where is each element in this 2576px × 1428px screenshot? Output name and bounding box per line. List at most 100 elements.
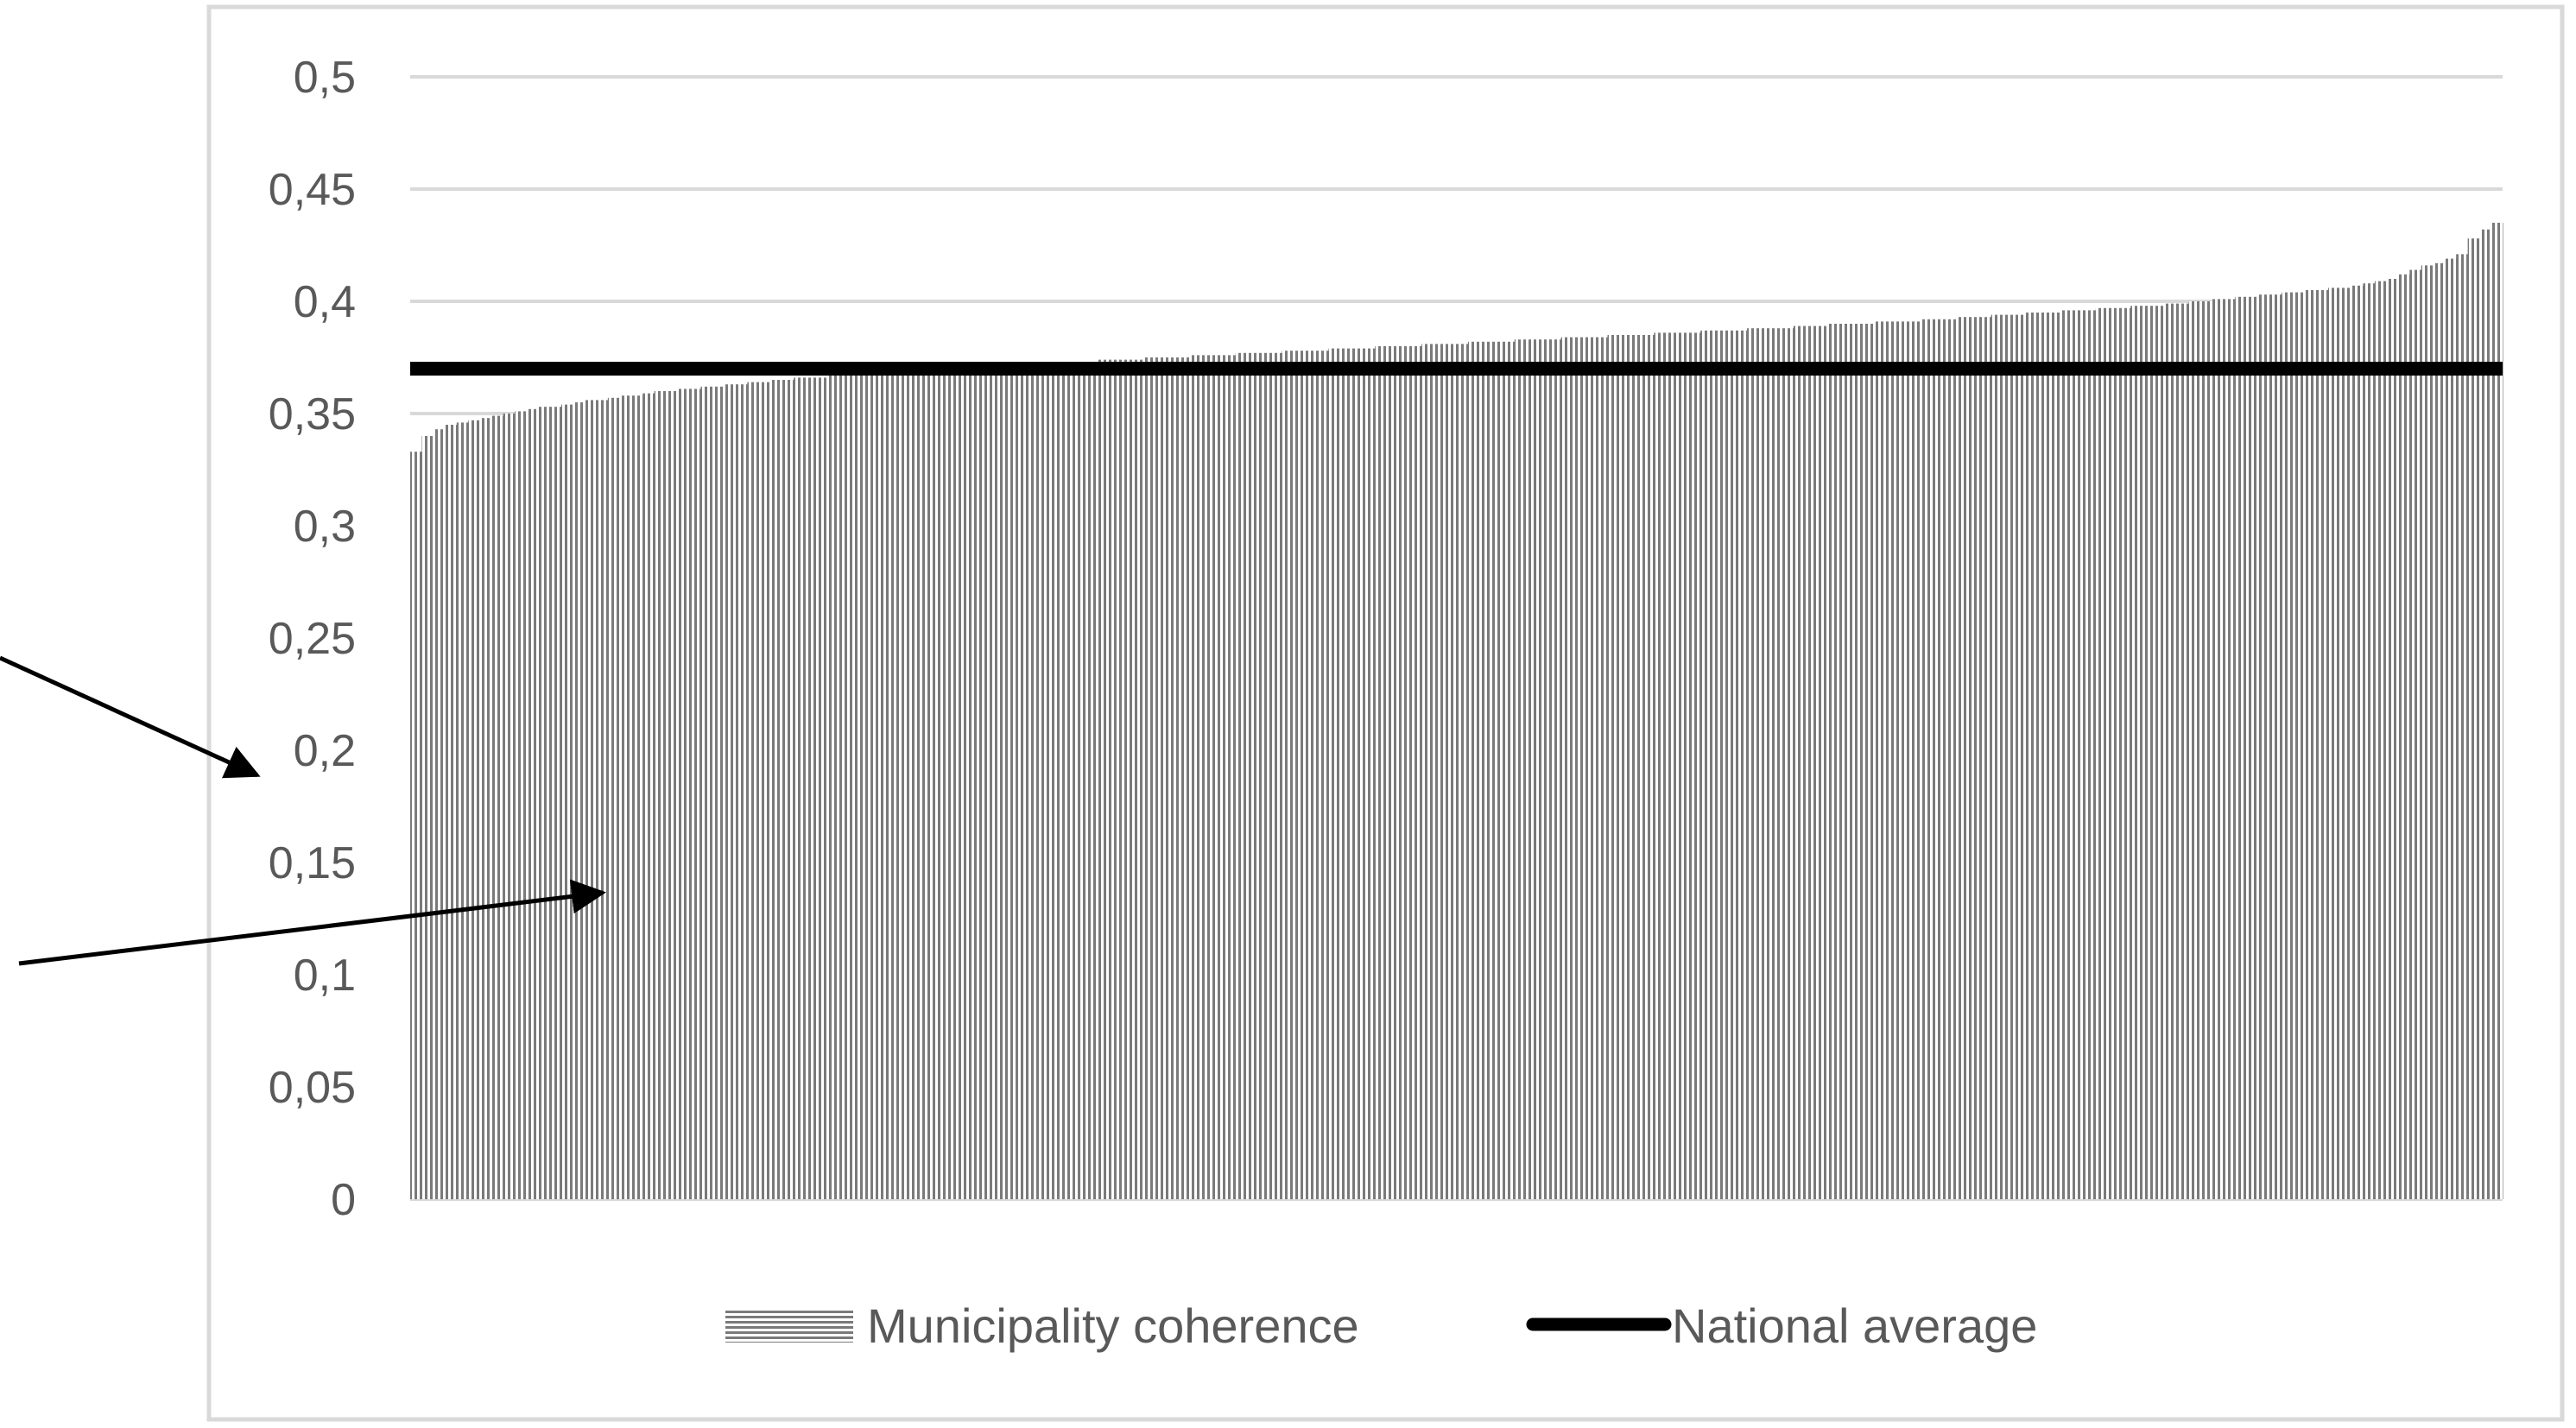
bar <box>1805 325 1818 1200</box>
bar <box>2026 313 2039 1199</box>
bar <box>560 404 574 1200</box>
bar <box>2118 307 2131 1199</box>
legend-label-municipality: Municipality coherence <box>867 1298 1359 1353</box>
bar <box>828 375 841 1199</box>
bar <box>1560 337 1573 1200</box>
bar <box>2107 307 2120 1199</box>
y-tick-label: 0,3 <box>294 502 356 552</box>
bar <box>2258 294 2271 1200</box>
bar <box>991 366 1004 1199</box>
bar <box>1607 335 1620 1199</box>
bar <box>1130 359 1143 1200</box>
bar <box>898 370 911 1200</box>
y-axis-tick-labels: 0 0,05 0,1 0,15 0,2 0,25 0,3 0,35 0,4 0,45 0,5 <box>269 53 356 1225</box>
bar <box>421 436 434 1199</box>
bar <box>607 397 620 1199</box>
bar <box>747 382 760 1200</box>
bar <box>1282 351 1294 1199</box>
bar <box>2177 303 2190 1200</box>
bar <box>2386 279 2399 1199</box>
bar <box>410 452 423 1199</box>
bar <box>2223 299 2236 1199</box>
bar <box>1537 339 1550 1199</box>
bar <box>433 429 446 1199</box>
bar <box>1375 346 1388 1199</box>
bar <box>921 370 934 1200</box>
bar <box>2374 281 2387 1200</box>
y-tick-label: 0,45 <box>269 165 356 215</box>
y-tick-label: 0,25 <box>269 614 356 664</box>
bar <box>619 395 632 1199</box>
bar <box>817 377 830 1199</box>
bar <box>1258 352 1271 1199</box>
bar <box>1235 352 1248 1199</box>
bar <box>1049 362 1062 1199</box>
bar <box>456 422 469 1199</box>
bar <box>1618 335 1632 1199</box>
bar <box>1328 348 1341 1200</box>
bar <box>1665 332 1678 1199</box>
bar <box>1503 341 1516 1199</box>
bar <box>1363 348 1376 1200</box>
bar <box>1782 328 1794 1199</box>
bar <box>1921 319 1934 1199</box>
bar <box>2235 296 2248 1199</box>
bar <box>2154 306 2167 1200</box>
bar <box>886 373 899 1199</box>
bar <box>1933 319 1946 1199</box>
bar <box>1886 321 1899 1199</box>
bar <box>1979 317 1992 1199</box>
bar <box>1003 363 1016 1199</box>
bar <box>689 389 702 1199</box>
bar <box>1142 357 1155 1199</box>
bar <box>1421 344 1434 1199</box>
bar <box>1224 355 1237 1199</box>
bar <box>491 415 504 1200</box>
bar <box>1037 363 1050 1199</box>
bar <box>1467 341 1481 1199</box>
bar <box>1549 339 1562 1199</box>
bar <box>1677 332 1690 1199</box>
bar-series <box>410 223 2503 1200</box>
y-tick-label: 0,1 <box>294 951 356 1001</box>
legend-label-national-average: National average <box>1672 1298 2037 1353</box>
bar <box>2363 283 2376 1200</box>
bar <box>2142 306 2155 1200</box>
bar <box>1316 351 1330 1199</box>
y-tick-label: 0,15 <box>269 838 356 888</box>
bar <box>1584 337 1597 1200</box>
bar <box>933 369 946 1199</box>
bar <box>1816 325 1829 1200</box>
bar <box>1700 330 1713 1199</box>
bar <box>1642 335 1655 1199</box>
bar <box>526 408 539 1199</box>
bar <box>503 414 516 1199</box>
bar <box>2421 265 2434 1199</box>
bar <box>642 393 655 1200</box>
bar <box>2409 269 2422 1200</box>
bar <box>468 420 481 1199</box>
bar <box>2200 301 2213 1199</box>
bar <box>2072 310 2085 1199</box>
bar <box>724 384 737 1199</box>
y-tick-label: 0,05 <box>269 1063 356 1113</box>
bar <box>956 369 969 1199</box>
bar <box>2444 258 2457 1200</box>
bar <box>1014 363 1028 1199</box>
y-tick-label: 0,4 <box>294 277 356 327</box>
bar <box>2165 303 2178 1200</box>
bar <box>2328 287 2341 1199</box>
bar <box>968 366 981 1199</box>
bar <box>735 384 748 1199</box>
bar <box>979 366 992 1199</box>
bar <box>1084 362 1097 1199</box>
bar <box>1956 317 1969 1199</box>
bar <box>1967 317 1980 1199</box>
bar <box>1630 335 1643 1199</box>
bar <box>479 418 492 1199</box>
bar <box>1991 314 2003 1200</box>
bar <box>945 369 958 1199</box>
bar <box>1735 330 1748 1199</box>
bar <box>2316 290 2329 1199</box>
